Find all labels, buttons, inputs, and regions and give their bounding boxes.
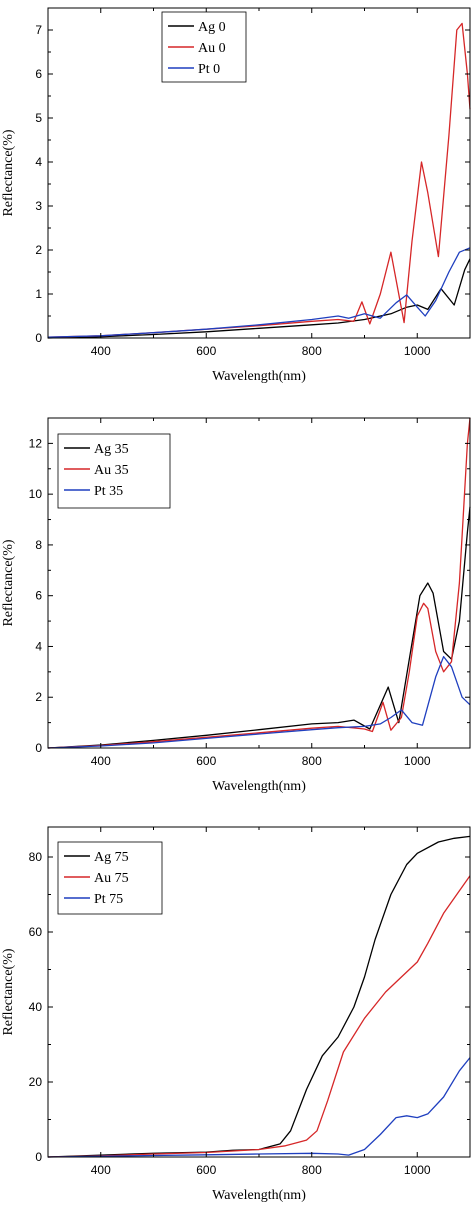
legend-entry: Au 0 xyxy=(198,41,226,56)
chart-panel-1: 400 600 800 1000 0 1 2 3 4 5 6 7 Wavelength(nm) Refle… xyxy=(1,7,471,384)
legend-entry: Au 75 xyxy=(94,871,129,886)
legend-entry: Pt 75 xyxy=(94,892,123,907)
y-tick-label: 0 xyxy=(35,1150,42,1164)
series-line-pt-75 xyxy=(47,1057,471,1158)
y-tick-label: 0 xyxy=(35,741,42,755)
series-line-pt-0 xyxy=(47,247,471,338)
legend: Ag 0 Au 0 Pt 0 xyxy=(161,11,247,83)
x-tick-label: 400 xyxy=(91,754,111,768)
x-tick-label: 600 xyxy=(196,754,216,768)
y-tick-label: 8 xyxy=(35,538,42,552)
legend-entry: Ag 35 xyxy=(94,442,129,457)
x-tick-label: 400 xyxy=(91,1163,111,1177)
y-tick-label: 6 xyxy=(35,67,42,81)
y-tick-label: 10 xyxy=(29,487,43,501)
y-tick-label: 80 xyxy=(29,850,43,864)
y-tick-label: 12 xyxy=(29,436,43,450)
x-tick-label: 1000 xyxy=(404,1163,431,1177)
legend: Ag 75 Au 75 Pt 75 xyxy=(57,841,163,915)
series-line-ag-35 xyxy=(47,506,471,749)
y-tick-label: 3 xyxy=(35,199,42,213)
x-tick-label: 800 xyxy=(302,1163,322,1177)
x-tick-label: 1000 xyxy=(404,754,431,768)
chart-panel-2: 400 600 800 1000 0 2 4 6 8 10 12 Wavelength(nm) Refl… xyxy=(1,417,471,794)
legend: Ag 35 Au 35 Pt 35 xyxy=(57,433,171,509)
series-line-ag-0 xyxy=(47,258,471,339)
series-line-au-0 xyxy=(47,22,471,338)
y-tick-label: 0 xyxy=(35,331,42,345)
series-line-au-75 xyxy=(47,875,471,1158)
y-tick-label: 4 xyxy=(35,639,42,653)
x-tick-label: 600 xyxy=(196,1163,216,1177)
y-tick-label: 2 xyxy=(35,690,42,704)
series-line-au-35 xyxy=(47,417,471,749)
chart-panel-3: 400 600 800 1000 0 20 40 60 80 Wavelength(nm) Refl… xyxy=(1,826,471,1203)
y-tick-label: 7 xyxy=(35,23,42,37)
y-tick-label: 6 xyxy=(35,589,42,603)
x-tick-label: 1000 xyxy=(404,344,431,358)
x-tick-label: 600 xyxy=(196,344,216,358)
legend-entry: Pt 35 xyxy=(94,484,123,499)
legend-entry: Au 35 xyxy=(94,463,129,478)
y-tick-label: 5 xyxy=(35,111,42,125)
series-line-pt-35 xyxy=(47,655,471,749)
x-tick-label: 800 xyxy=(302,344,322,358)
x-axis-label: Wavelength(nm) xyxy=(212,369,306,384)
x-tick-label: 400 xyxy=(91,344,111,358)
x-axis-label: Wavelength(nm) xyxy=(212,779,306,794)
y-axis-label: Reflectance(%) xyxy=(1,129,16,216)
y-tick-label: 40 xyxy=(29,1000,43,1014)
legend-entry: Ag 0 xyxy=(198,20,226,35)
y-tick-label: 4 xyxy=(35,155,42,169)
x-tick-label: 800 xyxy=(302,754,322,768)
y-tick-label: 1 xyxy=(35,287,42,301)
plot-frame xyxy=(47,7,471,339)
y-tick-label: 20 xyxy=(29,1075,43,1089)
y-axis-label: Reflectance(%) xyxy=(1,948,16,1035)
y-axis-label: Reflectance(%) xyxy=(1,539,16,626)
legend-entry: Pt 0 xyxy=(198,62,220,77)
legend-entry: Ag 75 xyxy=(94,850,129,865)
x-axis-label: Wavelength(nm) xyxy=(212,1188,306,1203)
legend-box xyxy=(57,433,171,509)
y-tick-label: 60 xyxy=(29,925,43,939)
legend-box xyxy=(57,841,163,915)
y-tick-label: 2 xyxy=(35,243,42,257)
